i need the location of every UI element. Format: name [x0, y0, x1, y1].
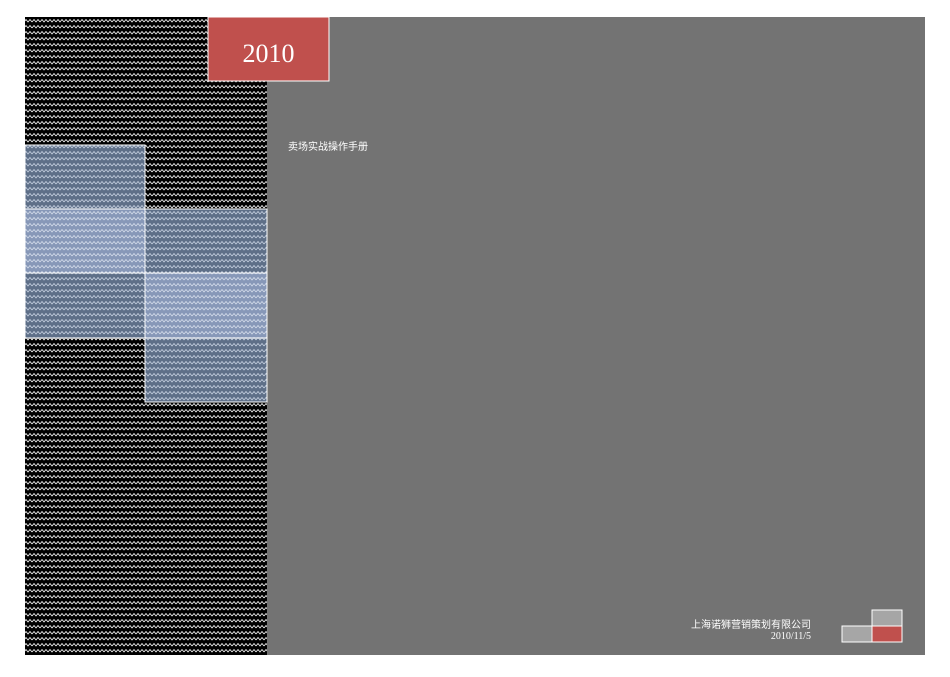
tile [24, 208, 146, 274]
square [871, 609, 903, 627]
tile [24, 144, 146, 210]
tiles [24, 144, 268, 403]
year: 2010 [243, 39, 295, 68]
square [871, 625, 903, 643]
corner-squares [841, 609, 903, 643]
tile [144, 337, 268, 403]
tile [144, 208, 268, 274]
gray-panel [267, 17, 925, 655]
date: 2010/11/5 [771, 631, 811, 642]
title: 卖场实战操作手册 [288, 140, 368, 153]
company: 上海诺狮营销策划有限公司 [691, 618, 811, 631]
year-box [207, 16, 330, 82]
tile [144, 272, 268, 339]
square [841, 625, 873, 643]
tile [24, 272, 146, 339]
